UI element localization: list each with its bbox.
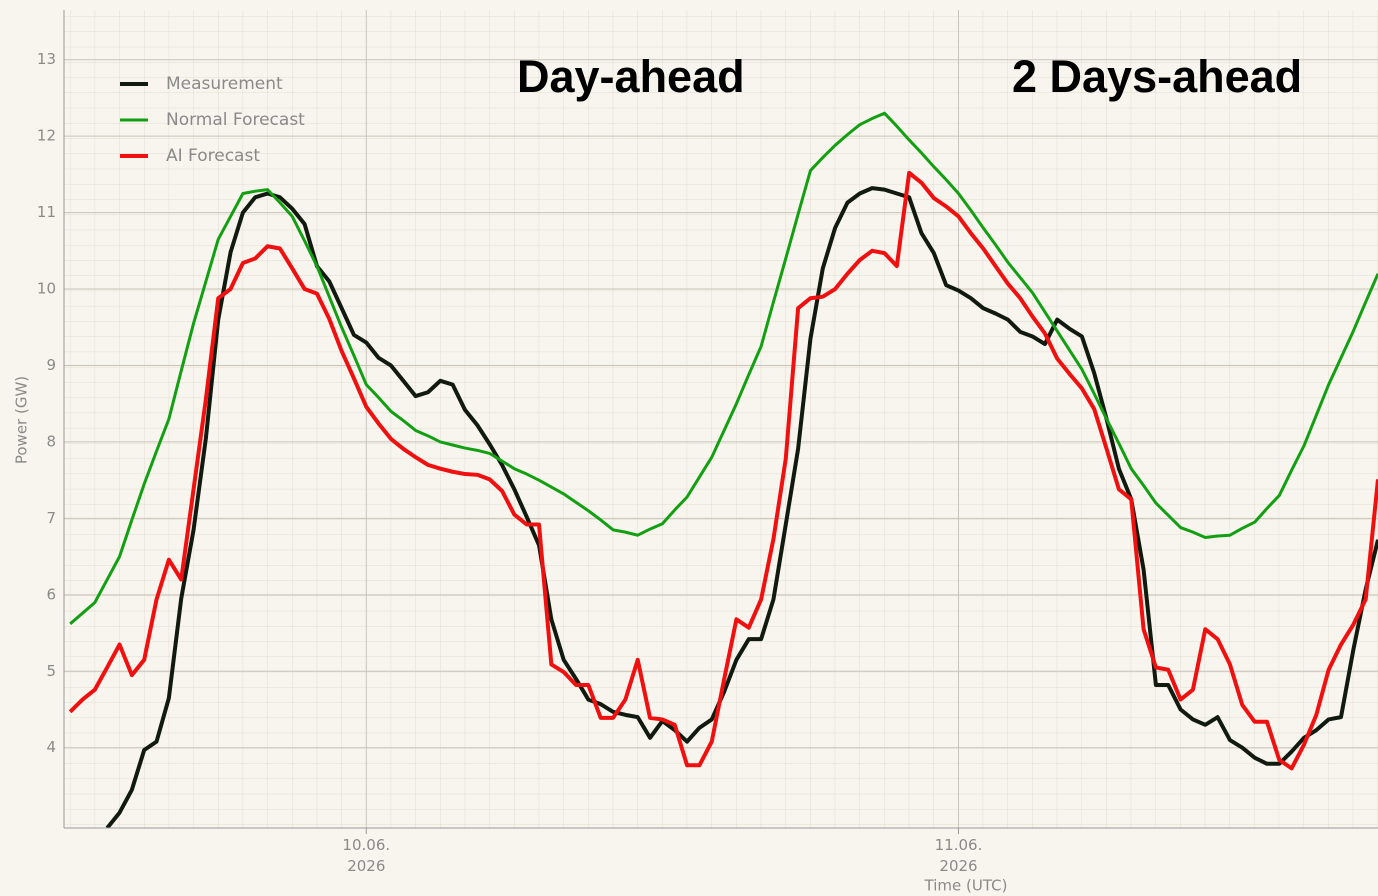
y-axis-title: Power (GW) [13, 376, 31, 464]
annotation: 2 Days-ahead [1012, 51, 1302, 102]
y-tick-label: 5 [46, 662, 56, 680]
series-line [69, 111, 1378, 626]
legend-label: Measurement [166, 74, 283, 94]
series-line [68, 170, 1378, 771]
y-tick-label: 13 [37, 50, 56, 68]
y-tick-label: 9 [46, 356, 56, 374]
legend-label: AI Forecast [166, 146, 260, 166]
legend-label: Normal Forecast [166, 110, 305, 130]
x-axis-title: Time (UTC) [924, 877, 1008, 895]
y-tick-label: 8 [46, 432, 56, 450]
annotation: Day-ahead [517, 51, 745, 102]
y-tick-label: 10 [37, 280, 56, 298]
x-tick-label: 11.06. 2026 [935, 836, 983, 875]
y-tick-label: 11 [37, 203, 56, 221]
y-tick-label: 12 [37, 127, 56, 145]
y-tick-label: 6 [46, 585, 56, 603]
x-tick-label: 10.06. 2026 [342, 836, 390, 875]
y-tick-label: 4 [46, 738, 56, 756]
y-tick-label: 7 [46, 509, 56, 527]
